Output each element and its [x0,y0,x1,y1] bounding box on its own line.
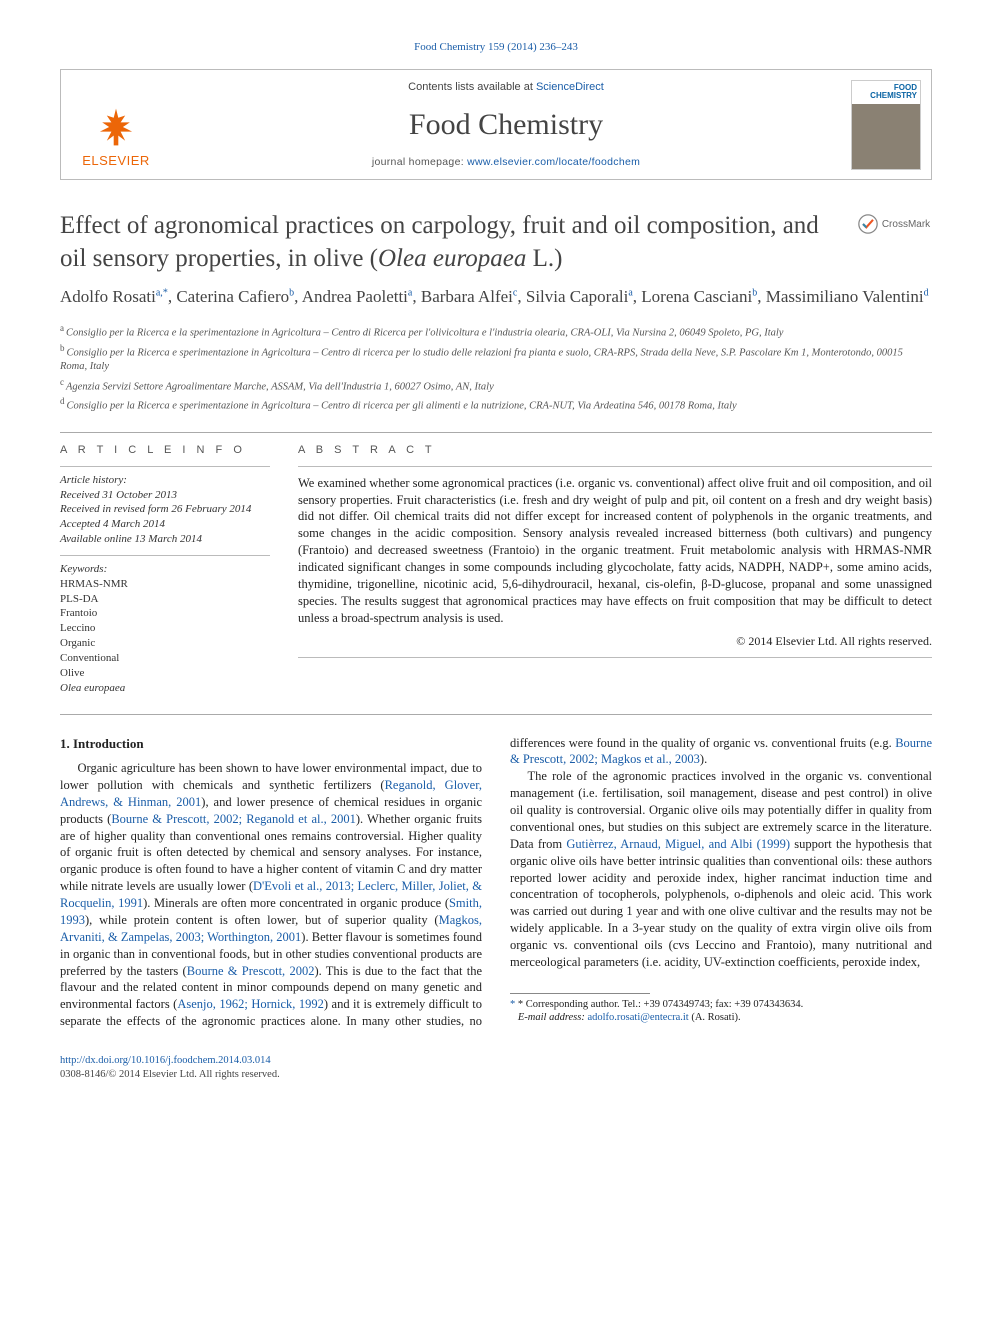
journal-name: Food Chemistry [409,105,603,146]
author: Caterina Cafierob [176,287,294,306]
abstract-column: A B S T R A C T We examined whether some… [298,443,932,696]
publisher-name: ELSEVIER [82,152,150,170]
citation-link[interactable]: Bourne & Prescott, 2002; Reganold et al.… [111,812,356,826]
keyword: HRMAS-NMR [60,577,270,592]
citation-link[interactable]: Food Chemistry 159 (2014) 236–243 [414,41,578,53]
sciencedirect-link[interactable]: ScienceDirect [536,81,604,93]
author-name: Barbara Alfei [421,287,513,306]
article-info-column: A R T I C L E I N F O Article history: R… [60,443,270,696]
homepage-prefix: journal homepage: [372,156,467,168]
citation-link[interactable]: Bourne & Prescott, 2002 [187,964,315,978]
abstract-text: We examined whether some agronomical pra… [298,475,932,627]
author-name: Silvia Caporali [526,287,628,306]
footnotes: * * Corresponding author. Tel.: +39 0743… [510,998,932,1025]
author: Silvia Caporalia [526,287,633,306]
keyword: PLS-DA [60,592,270,607]
affiliation: aConsiglio per la Ricerca e la speriment… [60,322,932,341]
history-line: Received in revised form 26 February 201… [60,502,270,517]
footnote-rule [510,993,650,994]
keyword: Leccino [60,621,270,636]
section-rule [60,432,932,433]
author: Andrea Paolettia [302,287,413,306]
top-citation: Food Chemistry 159 (2014) 236–243 [60,40,932,55]
citation-link[interactable]: Asenjo, 1962; Hornick, 1992 [177,997,324,1011]
homepage-link[interactable]: www.elsevier.com/locate/foodchem [467,156,640,168]
author: Massimiliano Valentinid [766,287,929,306]
publisher-block: ELSEVIER [61,70,171,180]
abstract-copyright: © 2014 Elsevier Ltd. All rights reserved… [298,633,932,649]
contents-prefix: Contents lists available at [408,81,536,93]
footer-block: http://dx.doi.org/10.1016/j.foodchem.201… [60,1054,932,1082]
crossmark-badge[interactable]: CrossMark [856,210,932,234]
author-name: Lorena Casciani [641,287,752,306]
paragraph: The role of the agronomic practices invo… [510,768,932,971]
article-info-heading: A R T I C L E I N F O [60,443,270,458]
keyword-italic: Olea europaea [60,681,270,696]
author: Adolfo Rosatia,* [60,287,168,306]
authors-line: Adolfo Rosatia,*, Caterina Cafierob, And… [60,285,932,310]
author-aff: b [752,288,757,299]
article-title: Effect of agronomical practices on carpo… [60,210,846,275]
masthead: ELSEVIER Contents lists available at Sci… [60,69,932,181]
keywords-label: Keywords: [60,562,270,577]
affiliation: bConsiglio per la Ricerca e sperimentazi… [60,342,932,375]
abstract-heading: A B S T R A C T [298,443,932,458]
author-name: Adolfo Rosati [60,287,156,306]
elsevier-tree-icon [93,104,139,150]
history-label: Article history: [60,473,270,488]
doi-link[interactable]: http://dx.doi.org/10.1016/j.foodchem.201… [60,1055,271,1066]
keyword: Frantoio [60,606,270,621]
author-aff: b [289,288,294,299]
title-italic: Olea europaea [378,245,526,272]
history-line: Received 31 October 2013 [60,488,270,503]
keyword: Olive [60,666,270,681]
crossmark-icon [858,214,878,234]
homepage-line: journal homepage: www.elsevier.com/locat… [372,155,640,169]
author-aff: d [924,288,929,299]
section-heading: 1. Introduction [60,735,482,753]
affiliation: dConsiglio per la Ricerca e sperimentazi… [60,395,932,414]
author: Barbara Alfeic [421,287,518,306]
author-name: Andrea Paoletti [302,287,408,306]
issn-line: 0308-8146/© 2014 Elsevier Ltd. All right… [60,1068,932,1082]
corresponding-author: * * Corresponding author. Tel.: +39 0743… [510,998,932,1012]
affiliations: aConsiglio per la Ricerca e la speriment… [60,322,932,414]
email-link[interactable]: adolfo.rosati@entecra.it [587,1012,688,1023]
keyword: Organic [60,636,270,651]
crossmark-label: CrossMark [882,218,930,232]
affiliation: cAgenzia Servizi Settore Agroalimentare … [60,376,932,395]
contents-line: Contents lists available at ScienceDirec… [408,80,604,95]
author-aff: a [408,288,412,299]
history-line: Available online 13 March 2014 [60,532,270,547]
corresponding-email: E-mail address: adolfo.rosati@entecra.it… [510,1011,932,1025]
author-name: Massimiliano Valentini [766,287,924,306]
author-aff: c [513,288,517,299]
title-post: L.) [526,245,562,272]
section-rule [60,714,932,715]
journal-cover-thumb [851,80,921,170]
author-name: Caterina Cafiero [176,287,289,306]
author-aff: a,* [156,288,168,299]
keyword: Conventional [60,651,270,666]
citation-link[interactable]: Gutièrrez, Arnaud, Miguel, and Albi (199… [566,837,790,851]
history-line: Accepted 4 March 2014 [60,517,270,532]
author-aff: a [628,288,632,299]
body-text: 1. Introduction Organic agriculture has … [60,735,932,1031]
author: Lorena Cascianib [641,287,757,306]
